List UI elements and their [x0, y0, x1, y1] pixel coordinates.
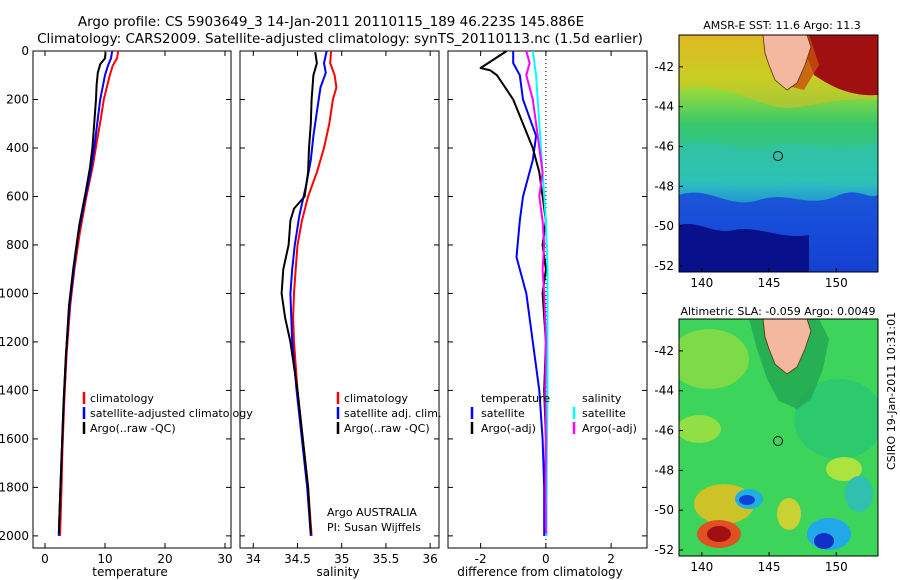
sst-mid-band [679, 142, 878, 188]
map-x-tick-label: 140 [690, 560, 713, 574]
sla-patch [826, 457, 862, 481]
y-tick-label: 400 [6, 141, 29, 155]
map-y-tick-label: -42 [654, 344, 674, 358]
legend-label-sal-argo: Argo(-adj) [582, 422, 637, 435]
map-y-tick-label: -44 [654, 384, 674, 398]
sla-patch [739, 495, 755, 505]
sla-patch [794, 379, 878, 459]
series-argo [280, 52, 318, 534]
series-argo [57, 52, 107, 534]
x-tick-label: 35.5 [373, 552, 400, 566]
argo-location-marker [773, 436, 783, 446]
map-y-tick-label: -46 [654, 424, 674, 438]
series-salinity-argo-adj- [525, 50, 547, 534]
legend-label-satellite: satellite adj. clim. [344, 407, 441, 420]
salinity-xlabel: salinity [316, 565, 359, 579]
figure-title-line2: Climatology: CARS2009. Satellite-adjuste… [37, 31, 643, 47]
y-tick-label: 1800 [0, 480, 29, 494]
legend-label-climatology: climatology [344, 392, 408, 405]
map-y-tick-label: -46 [654, 140, 674, 154]
x-tick-label: 0 [542, 552, 550, 566]
y-tick-label: 1400 [0, 383, 29, 397]
map-y-tick-label: -50 [654, 219, 674, 233]
sla-map-frame [678, 318, 879, 557]
sla-patch [814, 533, 834, 549]
y-tick-label: 800 [6, 238, 29, 252]
difference-xlabel: difference from climatology [457, 565, 623, 579]
salinity-legend: climatology satellite adj. clim. Argo(..… [327, 392, 441, 534]
map-y-tick-label: -44 [654, 100, 674, 114]
map-y-tick-label: -48 [654, 179, 674, 193]
map-y-tick-label: -52 [654, 259, 674, 273]
legend-heading-temperature: temperature [481, 392, 550, 405]
sst-map-axes: 140 145 150 -42 -44 -46 -48 -50 -52 [654, 60, 847, 290]
sst-map-frame [678, 34, 879, 273]
series-temperature-satellite [512, 51, 546, 536]
temperature-panel-frame [32, 50, 232, 549]
tasmania-landmass [762, 35, 812, 91]
sst-map [679, 35, 878, 272]
salinity-chart: 34 34.5 35 35.5 36 [240, 50, 439, 566]
difference-chart: -2 0 2 [448, 50, 647, 566]
temperature-chart: 0 10 20 30 0 200 400 600 800 1000 1200 1400 1600 1800… [0, 44, 233, 566]
map-y-tick-label: -50 [654, 503, 674, 517]
sla-patch [845, 476, 873, 512]
pi-label: PI: Susan Wijffels [327, 521, 421, 534]
x-tick-label: 0 [41, 552, 49, 566]
y-tick-label: 2000 [0, 529, 29, 543]
x-tick-label: 36 [423, 552, 438, 566]
map-x-tick-label: 150 [825, 560, 848, 574]
temperature-xlabel: temperature [92, 565, 167, 579]
difference-legend: temperature satellite Argo(-adj) salinit… [470, 392, 637, 435]
sla-map [679, 319, 878, 556]
y-tick-label: 0 [21, 44, 29, 58]
legend-label-satellite: satellite-adjusted climatology [90, 407, 253, 420]
legend-label-temp-argo: Argo(-adj) [481, 422, 536, 435]
map-x-tick-label: 140 [690, 276, 713, 290]
argo-location-marker [773, 151, 783, 161]
timestamp-stamp: CSIRO 19-Jan-2011 10:31:01 [885, 312, 898, 470]
map-y-tick-label: -42 [654, 60, 674, 74]
series-salinity-satellite [531, 50, 549, 536]
sst-map-title: AMSR-E SST: 11.6 Argo: 11.3 [703, 19, 861, 32]
y-tick-label: 1000 [0, 286, 29, 300]
tasmania-landmass [762, 319, 812, 375]
temperature-legend: climatology satellite-adjusted climatolo… [82, 392, 253, 435]
sla-patch [679, 329, 749, 389]
institution-label: Argo AUSTRALIA [327, 506, 417, 519]
y-tick-label: 200 [6, 92, 29, 106]
sla-map-axes: 140 145 150 -42 -44 -46 -48 -50 -52 [654, 344, 847, 574]
x-tick-label: 2 [607, 552, 615, 566]
legend-label-argo: Argo(..raw -QC) [90, 422, 176, 435]
legend-label-argo: Argo(..raw -QC) [344, 422, 430, 435]
salinity-panel-frame [239, 50, 440, 549]
map-y-tick-label: -52 [654, 543, 674, 557]
sst-hot-region [799, 35, 878, 96]
legend-label-climatology: climatology [90, 392, 154, 405]
map-y-tick-label: -48 [654, 463, 674, 477]
sla-patch [679, 415, 721, 443]
map-x-tick-label: 145 [758, 276, 781, 290]
x-tick-label: -2 [475, 552, 487, 566]
x-tick-label: 34 [246, 552, 261, 566]
x-tick-label: 10 [97, 552, 112, 566]
y-tick-label: 1600 [0, 432, 29, 446]
sla-patch [777, 498, 801, 530]
x-tick-label: 30 [217, 552, 232, 566]
map-x-tick-label: 150 [825, 276, 848, 290]
y-tick-label: 1200 [0, 335, 29, 349]
sla-patch [707, 526, 731, 542]
legend-label-temp-satellite: satellite [481, 407, 525, 420]
legend-label-sal-satellite: satellite [582, 407, 626, 420]
map-x-tick-label: 145 [758, 560, 781, 574]
y-tick-label: 600 [6, 189, 29, 203]
x-tick-label: 35 [334, 552, 349, 566]
x-tick-label: 34.5 [284, 552, 311, 566]
x-tick-label: 20 [157, 552, 172, 566]
sst-coldest [679, 223, 809, 272]
legend-heading-salinity: salinity [582, 392, 622, 405]
figure-title-line1: Argo profile: CS 5903649_3 14-Jan-2011 2… [78, 14, 584, 30]
sla-map-title: Altimetric SLA: -0.059 Argo: 0.0049 [681, 305, 876, 318]
